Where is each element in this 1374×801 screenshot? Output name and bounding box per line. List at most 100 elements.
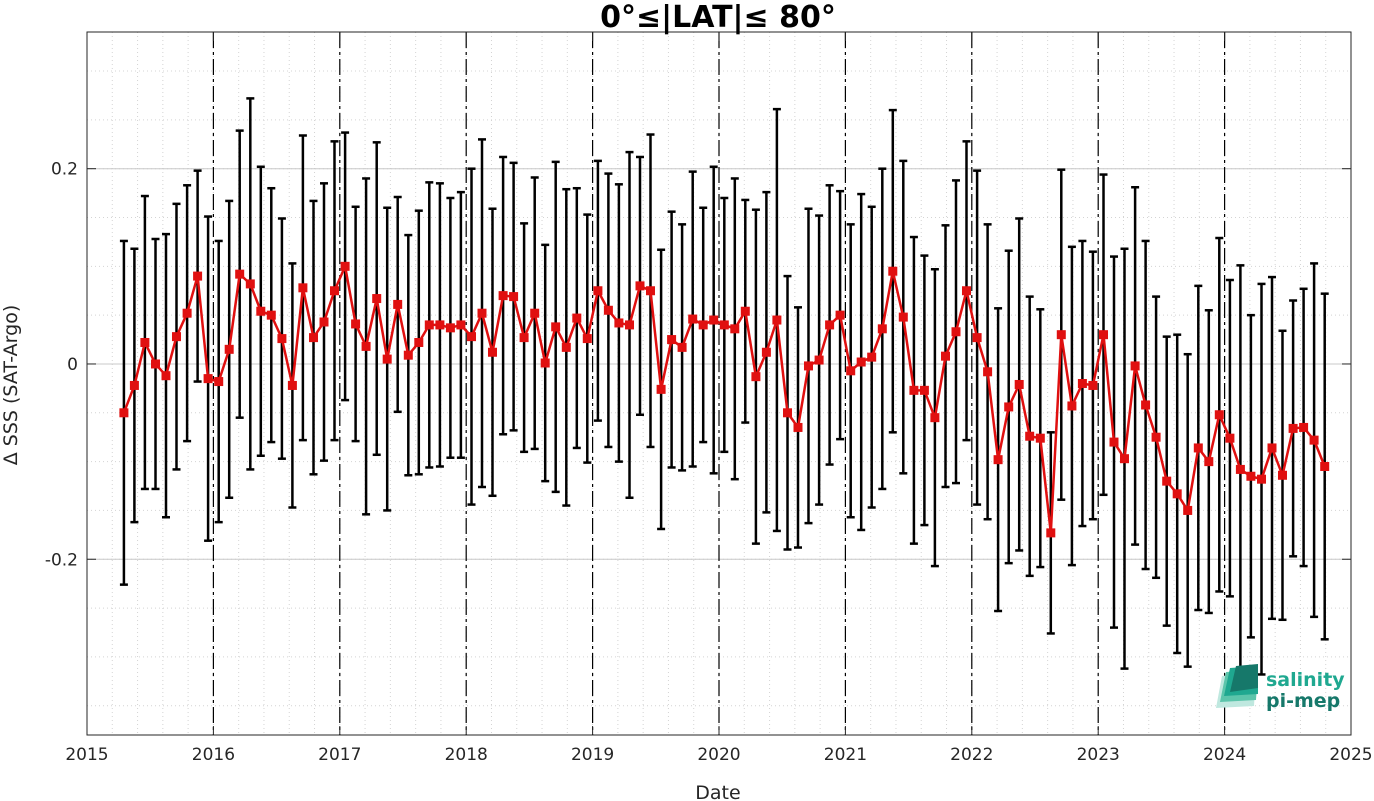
data-point <box>993 455 1003 465</box>
data-point <box>1257 474 1267 484</box>
data-point <box>835 310 845 320</box>
data-point <box>1056 330 1066 340</box>
data-point <box>698 320 708 330</box>
data-point <box>793 422 803 432</box>
data-point <box>182 308 192 318</box>
data-point <box>1067 401 1077 411</box>
data-point <box>603 305 613 315</box>
data-point <box>740 306 750 316</box>
data-point <box>1109 437 1119 447</box>
data-point <box>941 351 951 361</box>
x-tick-label: 2017 <box>318 745 361 765</box>
data-point <box>319 317 329 327</box>
data-point <box>961 286 971 296</box>
data-point <box>572 313 582 323</box>
data-point <box>582 334 592 344</box>
x-tick-label: 2023 <box>1077 745 1120 765</box>
chart-title: 0°≤|LAT|≤ 80° <box>600 0 836 35</box>
data-point <box>1172 489 1182 499</box>
data-point <box>487 347 497 357</box>
logo-line2: pi-mep <box>1266 690 1340 712</box>
data-point <box>287 380 297 390</box>
x-tick-label: 2016 <box>192 745 235 765</box>
data-point <box>825 320 835 330</box>
data-point <box>1014 379 1024 389</box>
data-point <box>456 320 466 330</box>
data-point <box>1004 402 1014 412</box>
data-point <box>414 337 424 347</box>
y-tick-label: -0.2 <box>45 550 78 570</box>
data-point <box>309 333 319 343</box>
data-point <box>1119 454 1129 464</box>
data-point <box>530 308 540 318</box>
data-point <box>593 286 603 296</box>
data-point <box>224 344 234 354</box>
data-point <box>393 299 403 309</box>
data-point <box>329 286 339 296</box>
data-point <box>783 408 793 418</box>
data-point <box>667 335 677 345</box>
data-point <box>803 361 813 371</box>
data-point <box>235 269 245 279</box>
data-point <box>1025 431 1035 441</box>
data-point <box>1077 379 1087 388</box>
data-point <box>245 279 255 289</box>
data-point <box>561 342 571 352</box>
data-point <box>403 350 413 360</box>
data-point <box>1246 471 1256 481</box>
data-point <box>761 347 771 357</box>
data-point <box>551 322 561 332</box>
data-point <box>877 324 887 334</box>
year-dividers <box>212 32 1226 735</box>
data-point <box>856 357 866 367</box>
data-point <box>972 333 982 343</box>
data-point <box>361 341 371 351</box>
data-point <box>1277 470 1287 480</box>
data-point <box>983 367 993 377</box>
data-point <box>509 292 519 302</box>
data-point <box>277 334 287 344</box>
data-point <box>1141 400 1151 410</box>
logo-mark-icon <box>1216 664 1258 708</box>
data-point <box>814 355 824 365</box>
data-point <box>519 333 529 343</box>
data-point <box>119 408 129 418</box>
data-point <box>140 337 150 347</box>
data-point <box>645 286 655 296</box>
data-point <box>846 366 856 376</box>
x-tick-label: 2018 <box>445 745 488 765</box>
error-bars <box>119 97 1329 676</box>
logo: salinity pi-mep <box>1216 664 1345 712</box>
data-point <box>1035 433 1045 443</box>
data-point <box>1130 361 1140 371</box>
data-point <box>1193 443 1203 453</box>
data-point <box>677 342 687 352</box>
data-point <box>1046 528 1056 538</box>
data-point <box>656 384 666 394</box>
data-point <box>1267 443 1277 453</box>
data-point <box>1214 410 1224 420</box>
data-point <box>1099 330 1109 340</box>
data-point <box>477 308 487 318</box>
data-point <box>382 354 392 364</box>
data-point <box>298 283 308 293</box>
data-point <box>372 294 382 304</box>
x-tick-label: 2021 <box>824 745 867 765</box>
data-point <box>719 320 729 330</box>
data-point <box>1151 432 1161 442</box>
data-point <box>1288 423 1298 433</box>
data-point <box>129 380 139 390</box>
data-point <box>688 314 698 324</box>
series-markers <box>119 261 1330 538</box>
data-point <box>256 306 266 316</box>
x-tick-label: 2019 <box>571 745 614 765</box>
x-axis-label: Date <box>695 782 740 801</box>
x-tick-label: 2022 <box>950 745 993 765</box>
data-point <box>730 324 740 334</box>
data-point <box>214 377 224 387</box>
data-point <box>1320 461 1330 471</box>
data-point <box>951 327 961 337</box>
data-point <box>909 385 919 395</box>
y-tick-label: 0 <box>67 355 78 375</box>
